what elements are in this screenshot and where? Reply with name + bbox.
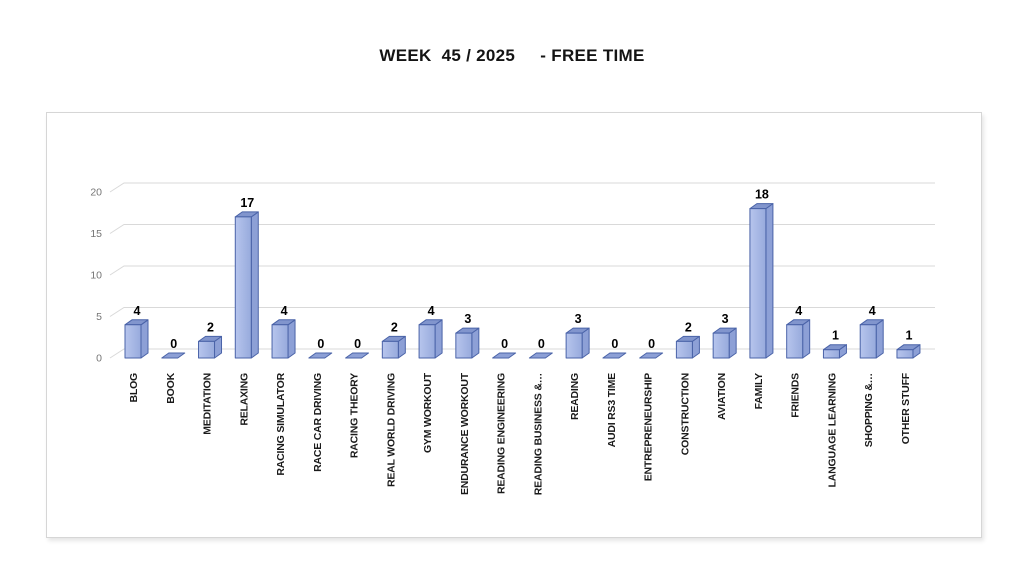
bar-value-label: 2: [391, 320, 398, 334]
gridline: [109, 224, 935, 234]
category-label: OTHER STUFF: [900, 372, 912, 444]
bar-zero: [492, 352, 517, 359]
category-label: AVIATION: [716, 373, 728, 420]
bar-value-label: 4: [795, 304, 802, 318]
gridline: [109, 265, 935, 276]
bar-zero: [528, 352, 553, 359]
bar: [381, 340, 399, 359]
gridline: [109, 182, 935, 193]
category-label: AUDI RS3 TIME: [606, 373, 618, 448]
bar-value-label: 1: [832, 329, 839, 343]
bar: [749, 208, 767, 359]
bar: [675, 340, 693, 359]
bar-value-label: 0: [648, 337, 655, 351]
bar-value-label: 3: [722, 312, 729, 326]
bar-value-label: 0: [170, 337, 177, 351]
bar-value-label: 4: [869, 304, 876, 318]
chart-title: WEEK 45 / 2025 - FREE TIME: [379, 46, 645, 65]
y-axis-tick-label: 5: [96, 311, 102, 323]
bar-side-face: [250, 211, 259, 359]
bar-value-label: 4: [428, 304, 435, 318]
bar-value-label: 4: [134, 304, 141, 318]
y-axis-tick-label: 10: [90, 270, 102, 282]
bar-zero: [308, 352, 333, 359]
category-label: ENTREPRENEURSHIP: [643, 373, 655, 481]
bar: [124, 324, 142, 359]
bar-value-label: 17: [240, 196, 254, 210]
y-axis-tick-label: 0: [96, 353, 102, 365]
bar: [859, 324, 877, 359]
category-label: ENDURANCE WORKOUT: [459, 372, 471, 495]
bar-value-label: 18: [755, 188, 769, 202]
category-label: FRIENDS: [790, 373, 802, 418]
category-label: CONSTRUCTION: [679, 373, 691, 455]
bar: [896, 349, 914, 359]
bar-side-face: [765, 203, 774, 359]
bar-chart-plot: 051015204BLOG0BOOK2MEDITATION17RELAXING4…: [90, 182, 935, 495]
category-label: RACING SIMULATOR: [275, 372, 287, 475]
bar-value-label: 0: [354, 337, 361, 351]
category-label: GYM WORKOUT: [422, 372, 434, 453]
bar: [822, 349, 840, 359]
y-axis-tick-label: 15: [90, 228, 102, 240]
category-label: RELAXING: [238, 373, 250, 426]
bar-value-label: 3: [575, 312, 582, 326]
bar-zero: [345, 352, 370, 359]
bar-value-label: 0: [611, 337, 618, 351]
category-label: FAMILY: [753, 373, 765, 410]
category-label: BLOG: [128, 373, 140, 403]
bar-side-face: [287, 319, 296, 359]
bar: [712, 332, 730, 359]
bar-value-label: 2: [207, 320, 214, 334]
bar: [565, 332, 583, 359]
bar-value-label: 3: [464, 312, 471, 326]
bar-value-label: 0: [317, 337, 324, 351]
bar-value-label: 2: [685, 320, 692, 334]
bar: [198, 340, 216, 359]
bar-value-label: 0: [501, 337, 508, 351]
category-label: MEDITATION: [202, 373, 214, 435]
bar-zero: [639, 352, 664, 359]
chart-frame: 0 5 10 15 20 4 BLOG 0 BOOK 2 MEDITATION 17 RELAXING 4…: [46, 112, 982, 538]
category-label: READING BUSINESS &…: [532, 373, 544, 495]
gridline: [109, 348, 935, 359]
bar: [271, 324, 289, 359]
bar-side-face: [434, 319, 443, 359]
category-label: READING: [569, 373, 581, 420]
bar-value-label: 4: [281, 304, 288, 318]
bar-side-face: [140, 319, 149, 359]
y-axis-tick-label: 20: [90, 187, 102, 199]
bar-value-label: 0: [538, 337, 545, 351]
bar: [234, 216, 252, 359]
bar: [418, 324, 436, 359]
category-label: REAL WORLD DRIVING: [385, 373, 397, 487]
bar-value-label: 1: [905, 329, 912, 343]
bar-side-face: [802, 319, 811, 359]
bar: [455, 332, 473, 359]
category-label: LANGUAGE LEARNING: [826, 373, 838, 487]
category-label: RACING THEORY: [349, 373, 361, 458]
bar: [786, 324, 804, 359]
category-label: BOOK: [165, 372, 177, 403]
bar-side-face: [875, 319, 884, 359]
category-label: RACE CAR DRIVING: [312, 373, 324, 472]
gridline: [109, 307, 935, 317]
bar-zero: [161, 352, 186, 359]
category-label: SHOPPING &…: [863, 373, 875, 447]
category-label: READING ENGINEERING: [496, 373, 508, 494]
bar-zero: [602, 352, 627, 359]
